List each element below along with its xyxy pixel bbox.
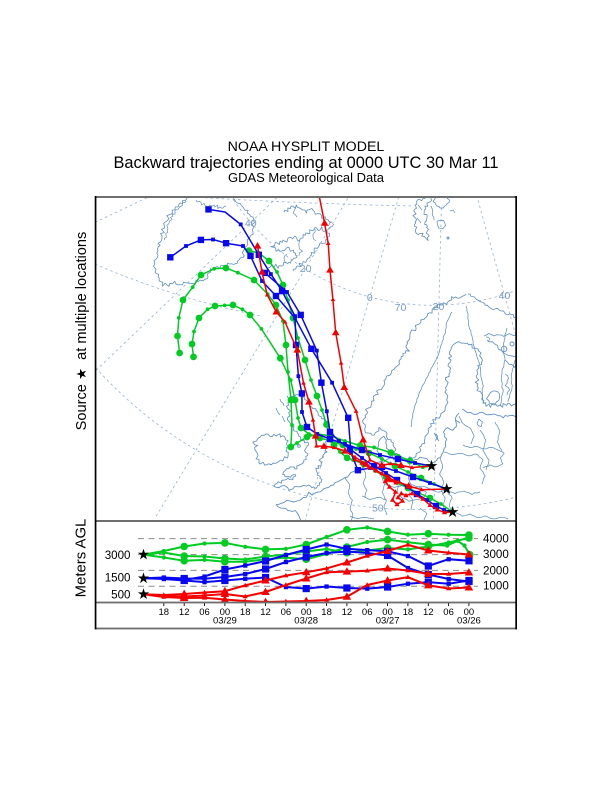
svg-text:GDAS Meteorological Data: GDAS Meteorological Data — [228, 170, 385, 185]
svg-text:03/27: 03/27 — [376, 616, 400, 627]
svg-text:18: 18 — [403, 607, 414, 618]
svg-text:18: 18 — [240, 607, 251, 618]
svg-text:2000: 2000 — [483, 564, 509, 577]
svg-text:50: 50 — [372, 503, 384, 515]
svg-text:NOAA HYSPLIT MODEL: NOAA HYSPLIT MODEL — [228, 139, 385, 155]
svg-text:3000: 3000 — [483, 548, 509, 561]
svg-text:00: 00 — [220, 607, 231, 618]
svg-text:03/26: 03/26 — [457, 616, 481, 627]
svg-text:00: 00 — [382, 607, 393, 618]
svg-text:03/29: 03/29 — [213, 616, 237, 627]
svg-text:00: 00 — [301, 607, 312, 618]
svg-text:12: 12 — [260, 607, 271, 618]
svg-text:20: 20 — [433, 301, 445, 313]
svg-text:500: 500 — [111, 589, 130, 602]
svg-text:06: 06 — [199, 607, 210, 618]
svg-text:40: 40 — [245, 217, 257, 229]
svg-text:06: 06 — [362, 607, 373, 618]
svg-text:00: 00 — [464, 607, 475, 618]
svg-text:0: 0 — [367, 292, 373, 304]
svg-text:20: 20 — [300, 263, 312, 275]
svg-text:Backward trajectories ending a: Backward trajectories ending at 0000 UTC… — [113, 154, 498, 172]
svg-text:3000: 3000 — [105, 549, 131, 562]
svg-text:03/28: 03/28 — [294, 616, 318, 627]
svg-text:Meters AGL: Meters AGL — [74, 519, 90, 598]
svg-text:1500: 1500 — [105, 572, 131, 585]
svg-text:70: 70 — [395, 302, 407, 314]
svg-text:Source ★ at multiple location: Source ★ at multiple locations — [74, 232, 90, 431]
svg-text:06: 06 — [443, 607, 454, 618]
svg-text:18: 18 — [321, 607, 332, 618]
svg-text:12: 12 — [342, 607, 353, 618]
svg-text:06: 06 — [281, 607, 292, 618]
svg-text:40: 40 — [499, 290, 511, 302]
svg-text:18: 18 — [159, 607, 170, 618]
svg-text:12: 12 — [179, 607, 190, 618]
svg-text:1000: 1000 — [483, 580, 509, 593]
svg-text:12: 12 — [423, 607, 434, 618]
svg-text:4000: 4000 — [483, 532, 509, 545]
